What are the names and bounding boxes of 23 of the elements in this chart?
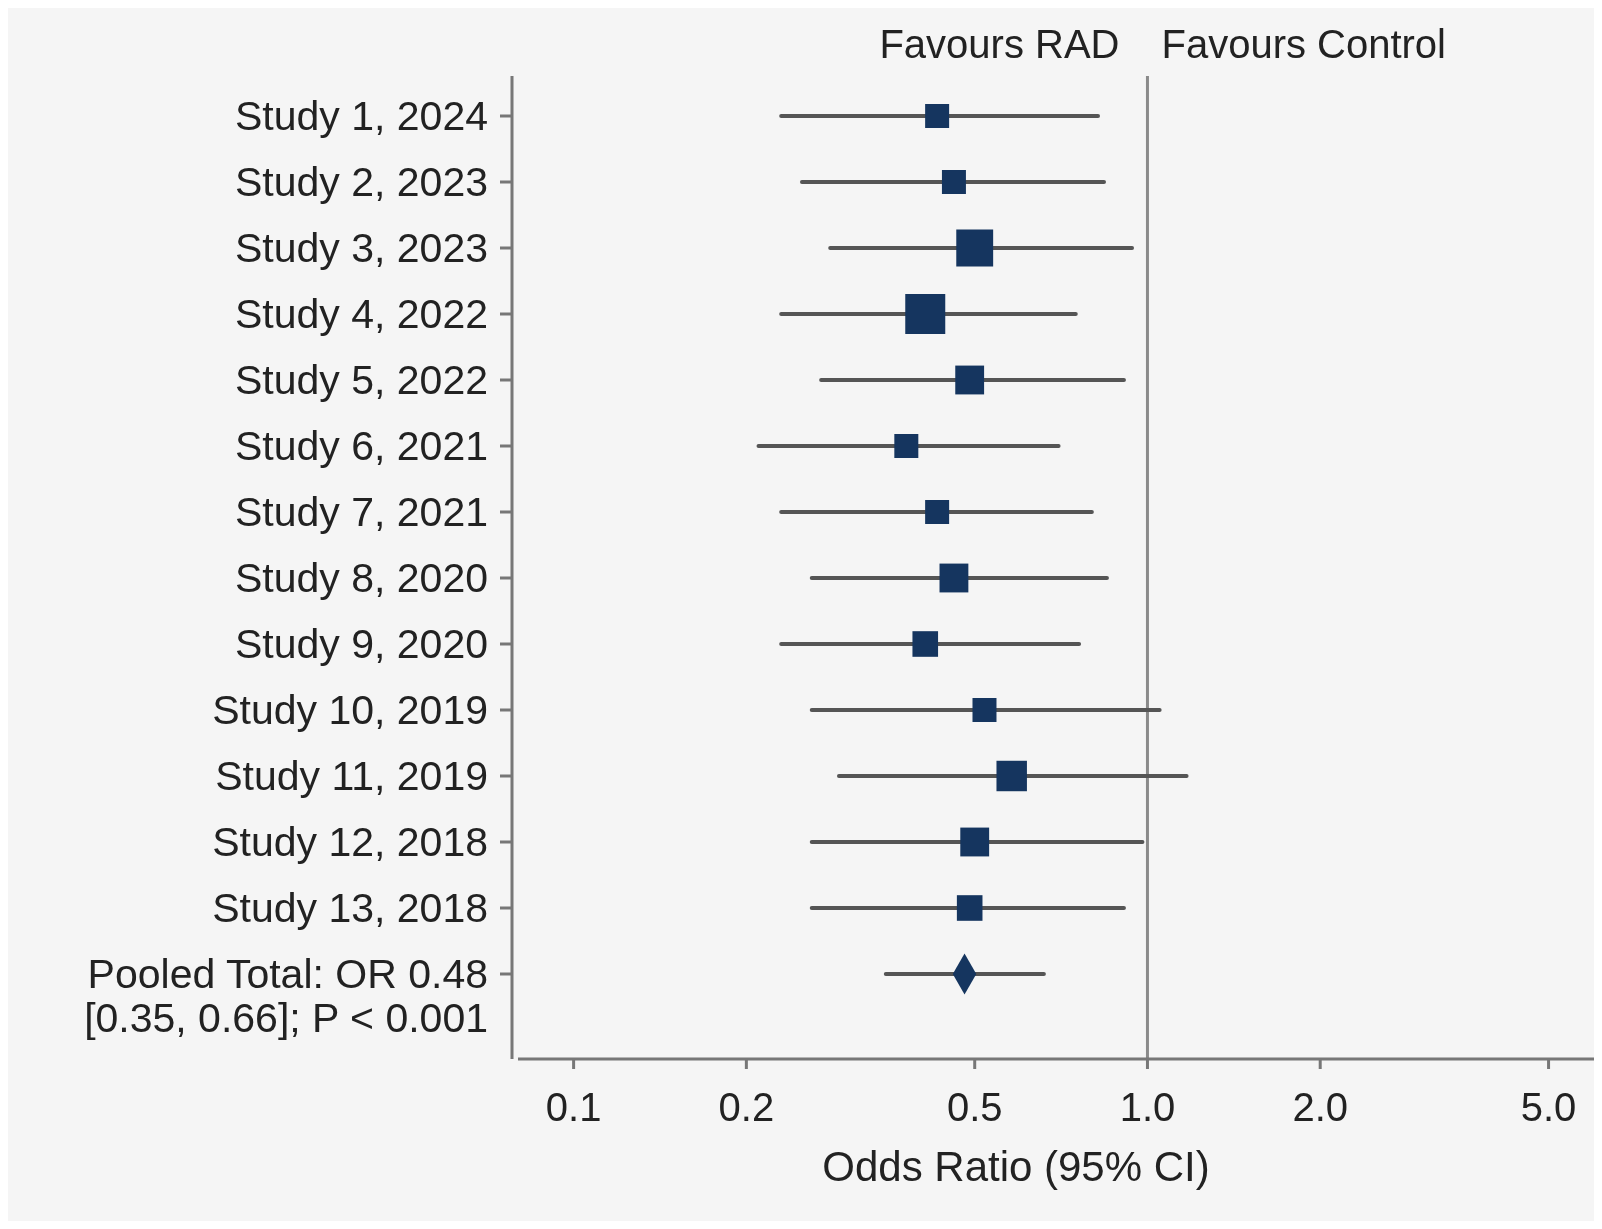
y-tick-label: Study 4, 2022 [234, 291, 488, 337]
x-tick-label: 0.5 [946, 1085, 1003, 1129]
y-tick-label: Study 2, 2023 [234, 159, 488, 205]
x-tick-label: 0.2 [718, 1085, 775, 1129]
y-tick-label: Study 12, 2018 [212, 819, 488, 865]
y-tick-label: Pooled Total: OR 0.48 [0.35, 0.66]; P < 0.001 [84, 951, 488, 1041]
y-tick-label: Study 6, 2021 [234, 423, 488, 469]
y-tick-label: Study 7, 2021 [234, 489, 488, 535]
y-tick-label: Study 13, 2018 [212, 885, 488, 931]
x-tick-label: 1.0 [1119, 1085, 1176, 1129]
text: Favours Control [1161, 22, 1447, 66]
y-tick-label: Study 8, 2020 [234, 555, 488, 601]
x-tick-label: 5.0 [1520, 1085, 1577, 1129]
y-tick-label: Study 1, 2024 [234, 93, 488, 139]
y-tick-label: Study 11, 2019 [215, 753, 488, 799]
y-tick-label: Study 5, 2022 [234, 357, 488, 403]
text: Favours RAD [879, 22, 1120, 66]
y-tick-label: Study 3, 2023 [234, 225, 488, 271]
x-axis-title: Odds Ratio (95% CI) [822, 1143, 1210, 1190]
x-tick-label: 0.1 [545, 1085, 602, 1129]
x-tick-label: 2.0 [1292, 1085, 1349, 1129]
y-tick-label: Study 9, 2020 [234, 621, 488, 667]
y-tick-label: Study 10, 2019 [212, 687, 488, 733]
